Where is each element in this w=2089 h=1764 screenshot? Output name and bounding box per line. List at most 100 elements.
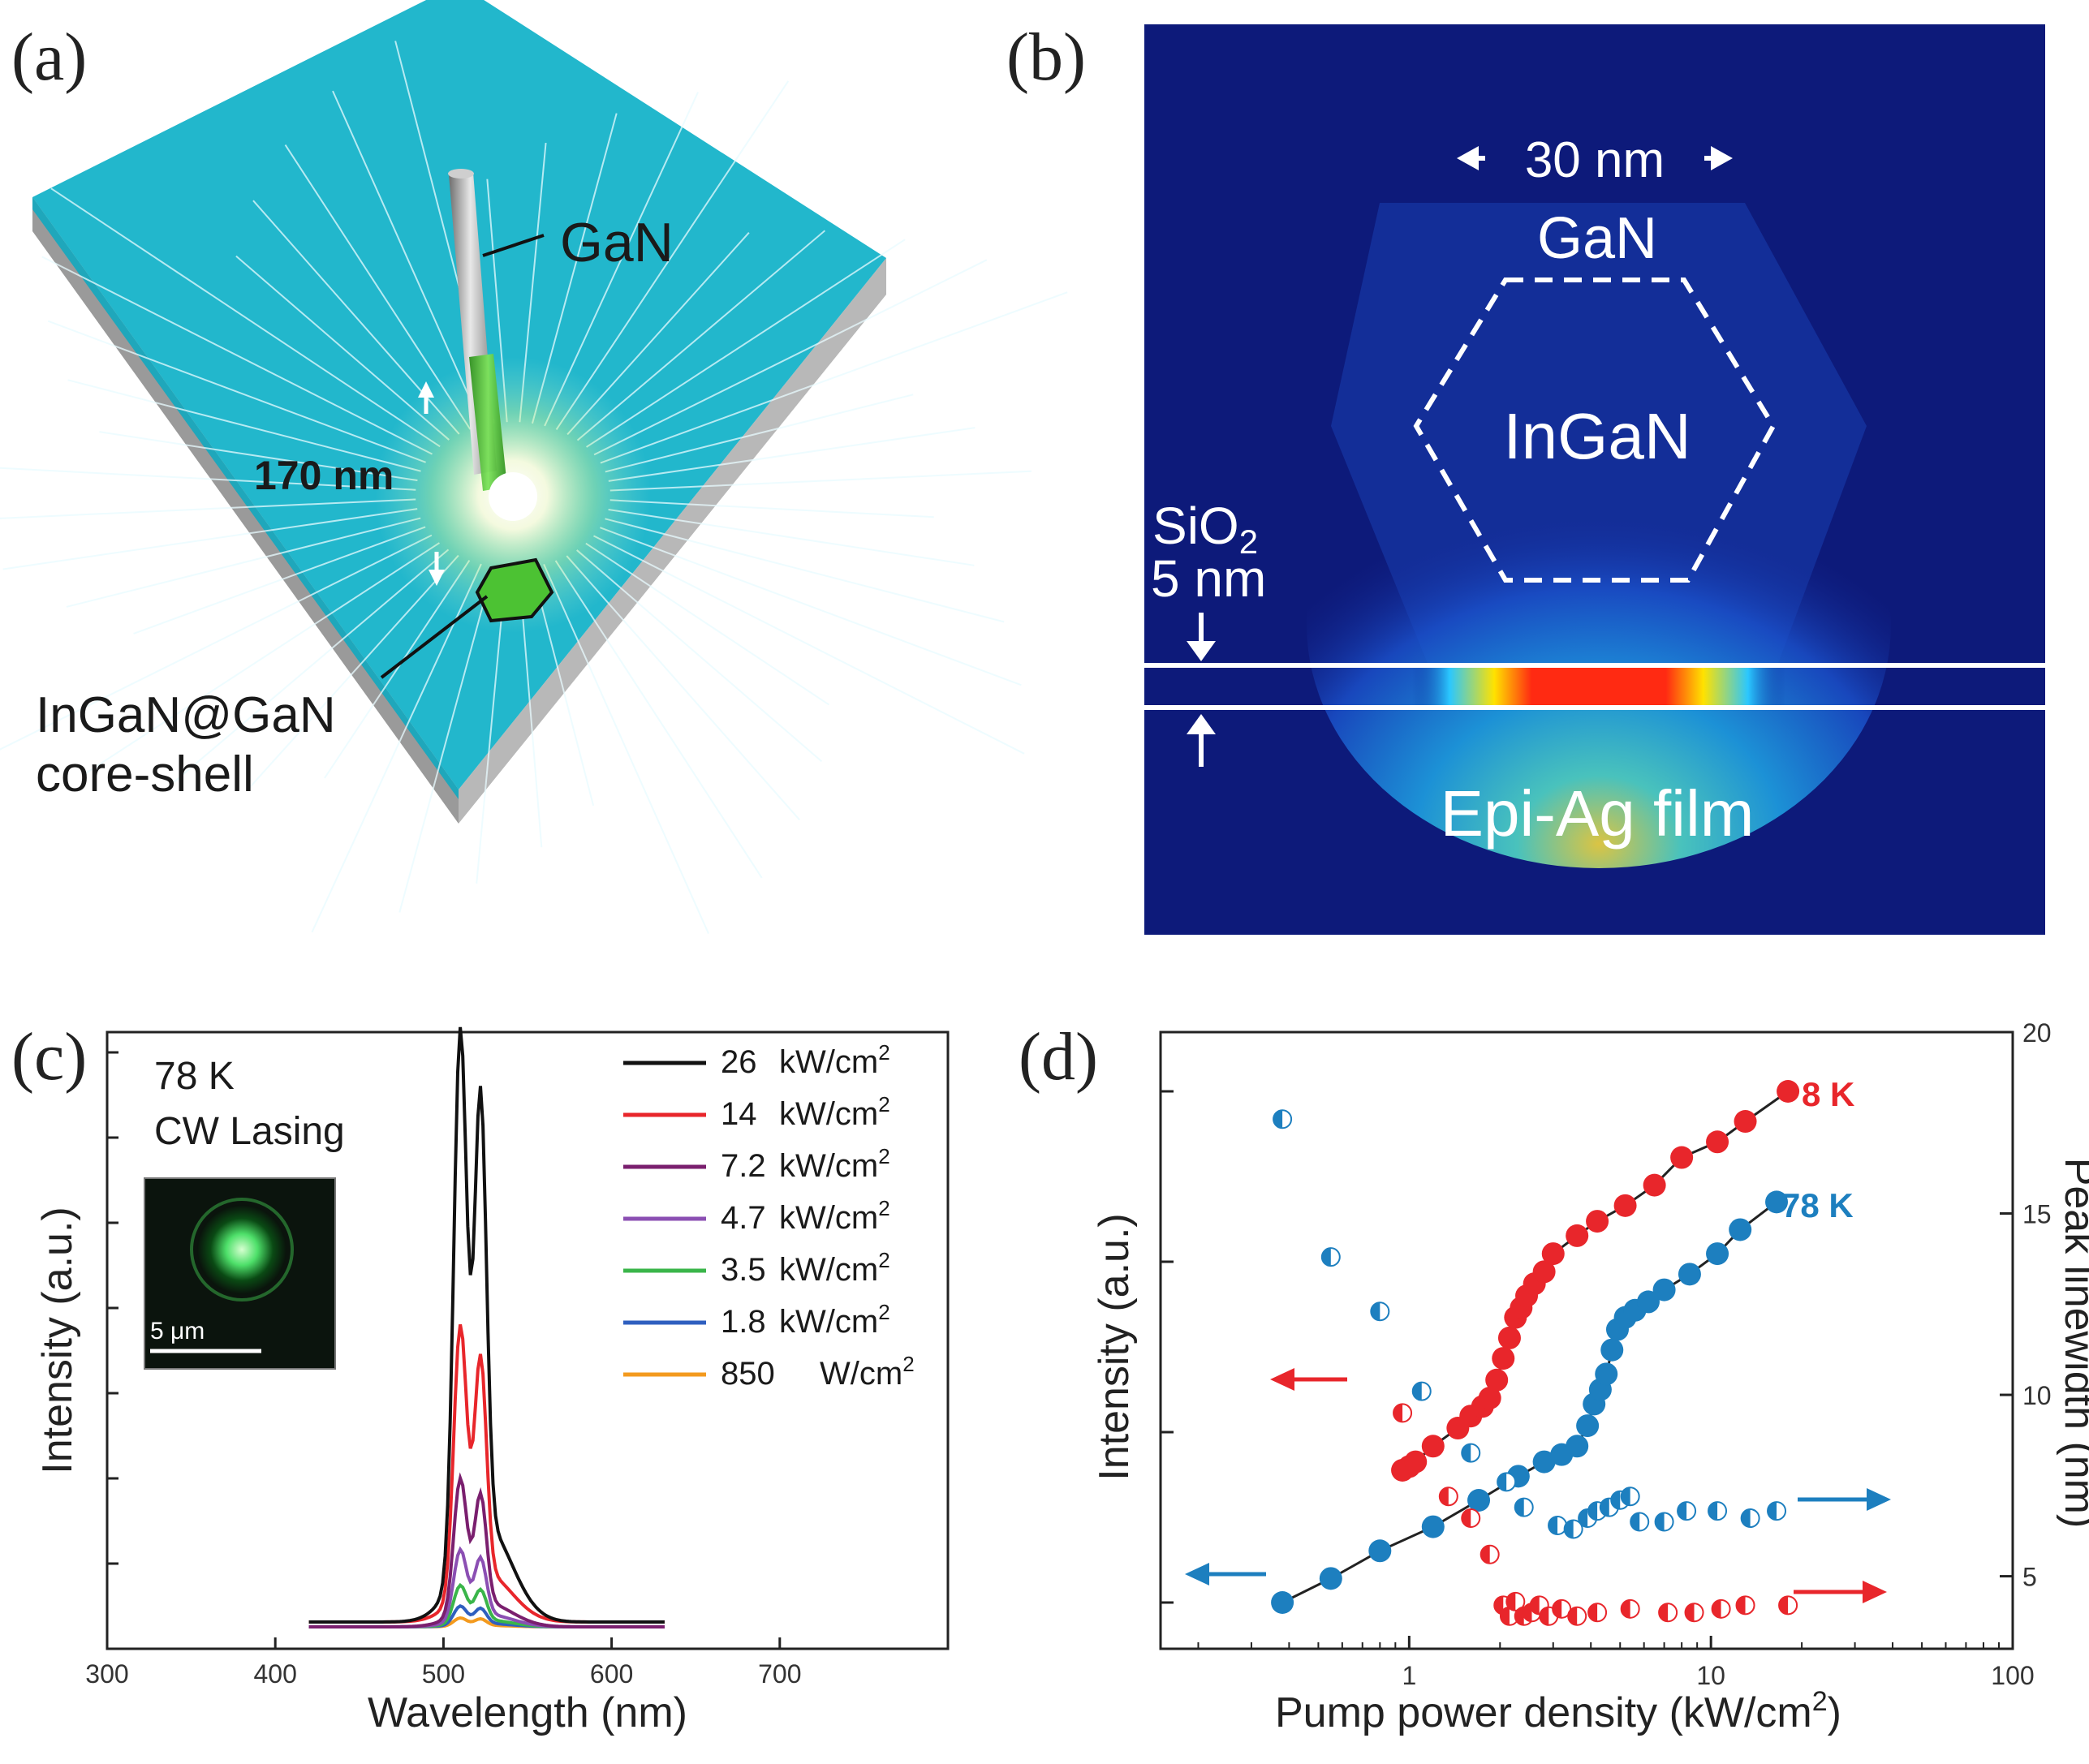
intensity-point bbox=[1777, 1080, 1800, 1103]
intensity-point bbox=[1368, 1539, 1392, 1563]
emission-ray bbox=[554, 560, 763, 879]
legend-entry: 1.8 kW/cm2 bbox=[721, 1300, 890, 1340]
spectrum-y-title: Intensity (a.u.) bbox=[34, 1207, 81, 1474]
core-shell-cross-section bbox=[475, 557, 554, 623]
emission-ray bbox=[600, 291, 1068, 464]
power-x-title: Pump power density (kW/cm bbox=[1275, 1689, 1812, 1736]
linewidth-point-fill bbox=[1480, 1545, 1490, 1564]
linewidth-point-fill bbox=[1494, 1596, 1504, 1615]
blue-right-arrow-icon bbox=[1867, 1488, 1891, 1511]
linewidth-point-fill bbox=[1600, 1498, 1609, 1517]
legend-entry: 26 kW/cm2 bbox=[721, 1040, 890, 1080]
x-tick-label: 1 bbox=[1402, 1661, 1416, 1690]
emission-ray bbox=[605, 394, 914, 473]
linewidth-point-fill bbox=[1588, 1603, 1598, 1622]
emission-ray bbox=[566, 555, 800, 820]
intensity-point bbox=[1467, 1489, 1491, 1512]
emission-ray bbox=[600, 527, 1022, 686]
linewidth-point-fill bbox=[1530, 1596, 1540, 1615]
intensity-point bbox=[1595, 1362, 1618, 1386]
power-frame bbox=[1159, 1030, 2014, 1650]
spectrum-series-line bbox=[308, 1472, 665, 1628]
emission-ray bbox=[168, 549, 450, 788]
emission-ray bbox=[0, 534, 433, 751]
gap-up-arrow-icon bbox=[1187, 714, 1216, 734]
intensity-point bbox=[1600, 1338, 1624, 1362]
down-arrow-icon bbox=[429, 570, 445, 586]
x-tick-label: 600 bbox=[590, 1659, 633, 1689]
legend-entry: 7.2 kW/cm2 bbox=[721, 1144, 890, 1184]
linewidth-point-fill bbox=[1712, 1599, 1721, 1618]
intensity-point bbox=[1532, 1260, 1556, 1284]
linewidth-point-fill bbox=[1412, 1382, 1422, 1400]
right-arrow-icon bbox=[1711, 146, 1733, 170]
linewidth-point-fill bbox=[1621, 1487, 1630, 1506]
emission-ray bbox=[2, 508, 418, 570]
linewidth-point-fill bbox=[1678, 1502, 1687, 1521]
linewidth-point-fill bbox=[1768, 1502, 1777, 1521]
intensity-point bbox=[1271, 1591, 1294, 1614]
intensity-point bbox=[1541, 1242, 1565, 1266]
intensity-point bbox=[1478, 1387, 1501, 1409]
label-ingan-gan: InGaN@GaN bbox=[36, 687, 336, 743]
emission-ray bbox=[543, 563, 709, 934]
emission-ray bbox=[84, 542, 440, 776]
linewidth-point-fill bbox=[1779, 1596, 1789, 1615]
emission-ray bbox=[555, 80, 790, 431]
label-cw-lasing: CW Lasing bbox=[154, 1110, 345, 1153]
linewidth-point-fill bbox=[1462, 1443, 1471, 1462]
linewidth-point-fill bbox=[1462, 1509, 1471, 1528]
spectrum-x-title: Wavelength (nm) bbox=[368, 1689, 687, 1736]
emission-ray bbox=[41, 256, 433, 455]
x-tick-label: 400 bbox=[254, 1659, 297, 1689]
linewidth-point-fill bbox=[1514, 1498, 1524, 1517]
intensity-point bbox=[1706, 1242, 1729, 1266]
intensity-point bbox=[1706, 1130, 1729, 1154]
panel-a: (a) GaN 170 nm InGaN@GaN core-shell bbox=[0, 0, 1068, 934]
panel-c: (c) 300 400 500 600 700 Wavelength (nm) Inte… bbox=[11, 1019, 950, 1736]
linewidth-point-fill bbox=[1685, 1603, 1695, 1622]
intensity-point bbox=[1586, 1210, 1609, 1233]
linewidth-point-fill bbox=[1371, 1302, 1380, 1321]
legend-entry: 4.7 kW/cm2 bbox=[721, 1196, 890, 1236]
linewidth-point-fill bbox=[1621, 1599, 1630, 1618]
intensity-point bbox=[1576, 1414, 1600, 1438]
panel-d: (d) 1 10 100 5 10 15 20 Pump power density (kW… bbox=[1019, 1018, 2089, 1736]
intensity-point bbox=[1670, 1146, 1694, 1169]
intensity-point bbox=[1497, 1326, 1521, 1349]
intensity-point bbox=[1532, 1450, 1556, 1474]
linewidth-point-fill bbox=[1523, 1603, 1532, 1622]
linewidth-point-fill bbox=[1659, 1603, 1669, 1622]
linewidth-point-fill bbox=[1540, 1607, 1549, 1625]
emission-ray bbox=[576, 549, 823, 763]
emission-ray bbox=[605, 518, 1005, 623]
label-sio2-subscript: 2 bbox=[1239, 523, 1258, 561]
svg-text:Pump power density (kW/cm2): Pump power density (kW/cm2) bbox=[1275, 1686, 1841, 1736]
scale-bar-label: 5 μm bbox=[150, 1318, 205, 1345]
panel-a-letter: (a) bbox=[11, 19, 87, 95]
emission-ray bbox=[593, 535, 1025, 755]
intensity-point bbox=[1319, 1567, 1342, 1590]
emission-ray bbox=[586, 239, 906, 448]
power-series bbox=[1271, 1080, 1800, 1626]
emission-ray bbox=[99, 431, 418, 482]
label-170nm: 170 nm bbox=[254, 453, 394, 498]
panel-b-letter: (b) bbox=[1006, 19, 1086, 95]
slab-front-face bbox=[459, 258, 886, 824]
intensity-point bbox=[1765, 1190, 1789, 1214]
linewidth-point-fill bbox=[1564, 1520, 1574, 1538]
y2-tick-label: 20 bbox=[2022, 1018, 2052, 1048]
label-30nm: 30 nm bbox=[1525, 132, 1665, 188]
intensity-point bbox=[1404, 1450, 1428, 1474]
gap-down-arrow-icon bbox=[1187, 641, 1216, 661]
linewidth-point-fill bbox=[1588, 1502, 1598, 1521]
intensity-point bbox=[1678, 1263, 1701, 1286]
emission-ray bbox=[609, 499, 934, 518]
linewidth-point-fill bbox=[1568, 1607, 1578, 1625]
emission-ray bbox=[66, 517, 421, 608]
linewidth-point-fill bbox=[1708, 1502, 1718, 1521]
legend-entry: 850 W/cm2 bbox=[721, 1352, 915, 1392]
label-sio2: SiO bbox=[1152, 497, 1239, 555]
intensity-point bbox=[1492, 1347, 1515, 1370]
